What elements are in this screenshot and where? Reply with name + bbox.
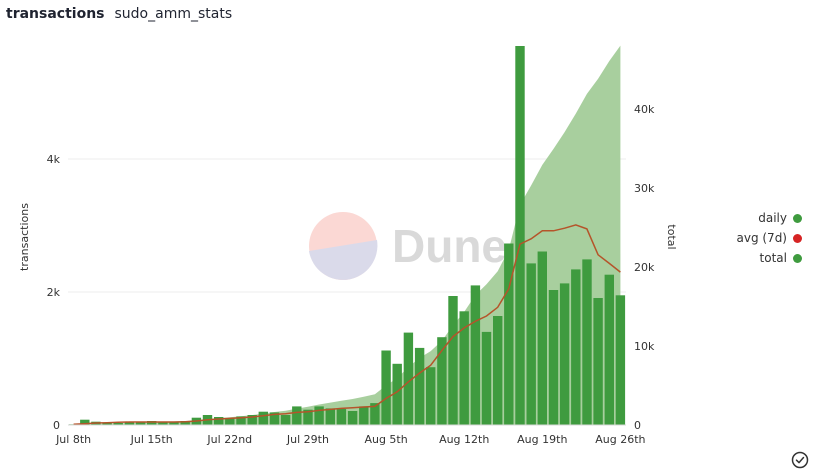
daily-bar [314,406,324,425]
x-tick-label: Aug 12th [439,433,489,446]
legend-dot-daily [793,213,802,223]
daily-bar [236,416,246,425]
daily-bar [135,422,146,425]
daily-bar [247,415,257,425]
daily-bar [269,412,280,425]
daily-bar [359,406,369,425]
daily-bar [258,411,268,425]
daily-bar [548,290,559,425]
x-tick-label: Jul 8th [55,433,91,446]
daily-bar [381,350,391,425]
daily-bar [214,417,224,425]
daily-bars [68,46,626,425]
x-tick-label: Aug 19th [517,433,567,446]
daily-bar [102,423,112,425]
daily-bar [124,422,135,425]
chart-subtitle: sudo_amm_stats [114,6,233,22]
legend-dot-avg [793,233,802,243]
x-tick-label: Jul 29th [286,433,329,446]
daily-bar [225,418,235,425]
daily-bar [526,263,536,425]
daily-bar [437,337,447,425]
legend-label-avg: avg (7d) [736,231,787,245]
daily-bar [414,347,425,425]
daily-bar [459,311,469,425]
total-area [73,45,621,425]
daily-bar [280,415,291,425]
check-circle-icon[interactable] [791,451,809,469]
daily-bar [169,421,179,425]
daily-bar [593,298,603,425]
x-tick-label: Jul 22nd [206,433,252,446]
legend-dot-total [793,253,802,263]
daily-bar [470,285,481,425]
y2-tick-label: 0 [634,419,641,432]
daily-bar [113,423,123,425]
daily-bar [559,283,570,425]
y2-tick-label: 10k [634,340,655,353]
legend: daily avg (7d) total [706,208,802,268]
daily-bar [504,243,514,425]
daily-bar [336,409,347,425]
legend-item-avg[interactable]: avg (7d) [706,228,802,248]
watermark-logo-bottom [309,240,378,280]
daily-bar [515,46,525,425]
chart-title: transactions [6,6,105,22]
legend-item-total[interactable]: total [706,248,802,268]
daily-bar [448,296,458,425]
daily-bar [303,409,313,425]
legend-label-daily: daily [758,211,787,225]
y2-tick-label: 30k [634,182,655,195]
daily-bar [292,406,302,425]
y2-tick-label: 20k [634,261,655,274]
daily-bar [481,331,492,425]
dune-watermark: Dune [309,212,507,280]
legend-label-total: total [759,251,787,265]
daily-bar [392,363,402,425]
daily-bar [347,411,358,425]
daily-bar [180,421,190,425]
daily-bar [615,295,626,425]
daily-bar [426,367,436,425]
y-tick-label: 4k [47,153,61,166]
avg-line [73,224,621,426]
legend-item-daily[interactable]: daily [706,208,802,228]
daily-bar [403,332,414,425]
daily-bar [537,251,547,425]
daily-bar [582,259,592,425]
daily-bar [80,419,90,425]
x-tick-label: Aug 26th [595,433,645,446]
daily-bar [604,274,614,425]
x-tick-label: Aug 5th [364,433,407,446]
daily-bar [571,269,581,425]
daily-bar [493,316,503,425]
watermark-text: Dune [392,220,507,272]
y-axis-title: transactions [18,203,31,271]
y-tick-label: 2k [47,286,61,299]
daily-bar [325,408,335,425]
avg-line-path [73,224,621,426]
y-tick-label: 0 [53,419,60,432]
y2-tick-label: 40k [634,103,655,116]
total-area-path [73,45,621,425]
daily-bar [370,403,380,425]
chart-header: transactions sudo_amm_stats [6,6,232,26]
y2-axis-title: total [665,224,678,249]
axes: Jul 8th Jul 15th Jul 22nd Jul 29th Aug 5th Au… [18,103,678,446]
daily-bar [147,421,157,425]
x-tick-label: Jul 15th [130,433,173,446]
daily-bar [158,421,168,425]
